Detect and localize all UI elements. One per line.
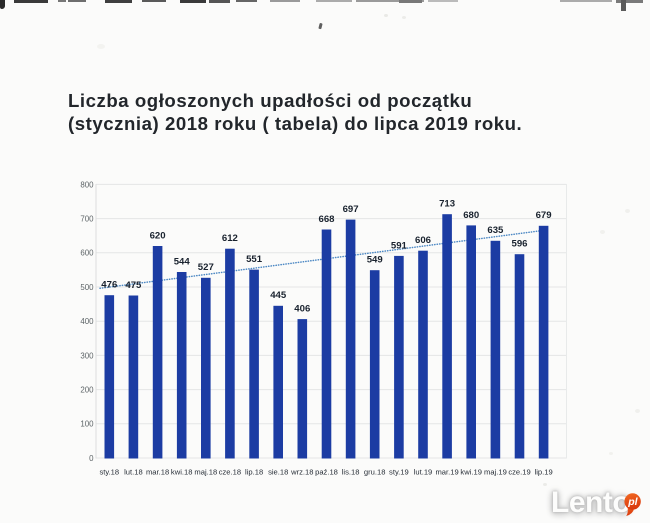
svg-text:679: 679 [536, 210, 552, 221]
svg-text:697: 697 [343, 204, 359, 215]
svg-text:mar.19: mar.19 [435, 467, 458, 476]
svg-text:lis.18: lis.18 [342, 467, 360, 476]
svg-text:527: 527 [198, 262, 214, 273]
svg-text:668: 668 [318, 214, 335, 225]
svg-text:kwi.18: kwi.18 [171, 467, 193, 476]
svg-text:713: 713 [439, 199, 455, 210]
svg-text:551: 551 [246, 254, 263, 265]
svg-text:680: 680 [463, 210, 479, 221]
svg-text:cze.19: cze.19 [508, 467, 530, 476]
svg-text:800: 800 [80, 180, 94, 189]
svg-text:476: 476 [101, 280, 117, 291]
svg-text:606: 606 [415, 235, 431, 246]
svg-text:kwi.19: kwi.19 [460, 467, 482, 476]
svg-text:475: 475 [125, 280, 142, 291]
svg-text:700: 700 [80, 215, 94, 224]
svg-text:612: 612 [222, 233, 238, 244]
svg-text:gru.18: gru.18 [364, 467, 386, 476]
svg-text:maj.18: maj.18 [194, 467, 217, 476]
svg-text:544: 544 [174, 256, 191, 267]
svg-text:600: 600 [80, 249, 94, 258]
svg-text:pl: pl [627, 496, 638, 508]
svg-text:lut.18: lut.18 [124, 467, 143, 476]
svg-text:sty.19: sty.19 [389, 467, 409, 476]
svg-text:406: 406 [294, 304, 310, 315]
svg-text:445: 445 [270, 290, 287, 301]
svg-text:400: 400 [80, 317, 94, 326]
svg-text:100: 100 [80, 420, 94, 429]
svg-text:620: 620 [150, 230, 166, 241]
svg-text:sie.18: sie.18 [268, 467, 288, 476]
svg-text:549: 549 [367, 255, 383, 266]
svg-text:0: 0 [89, 454, 94, 463]
svg-text:paź.18: paź.18 [315, 467, 338, 476]
svg-text:635: 635 [487, 225, 504, 236]
svg-text:cze.18: cze.18 [219, 467, 241, 476]
svg-text:200: 200 [80, 386, 94, 395]
svg-text:300: 300 [80, 351, 94, 360]
svg-text:591: 591 [391, 240, 408, 251]
svg-text:lip.18: lip.18 [245, 467, 263, 476]
svg-text:maj.19: maj.19 [484, 467, 507, 476]
svg-text:lip.19: lip.19 [535, 467, 553, 476]
svg-text:lut.19: lut.19 [414, 467, 433, 476]
svg-text:596: 596 [511, 239, 527, 250]
svg-text:wrz.18: wrz.18 [290, 467, 313, 476]
svg-text:500: 500 [80, 283, 94, 292]
svg-text:mar.18: mar.18 [146, 467, 169, 476]
svg-text:sty.18: sty.18 [99, 467, 119, 476]
